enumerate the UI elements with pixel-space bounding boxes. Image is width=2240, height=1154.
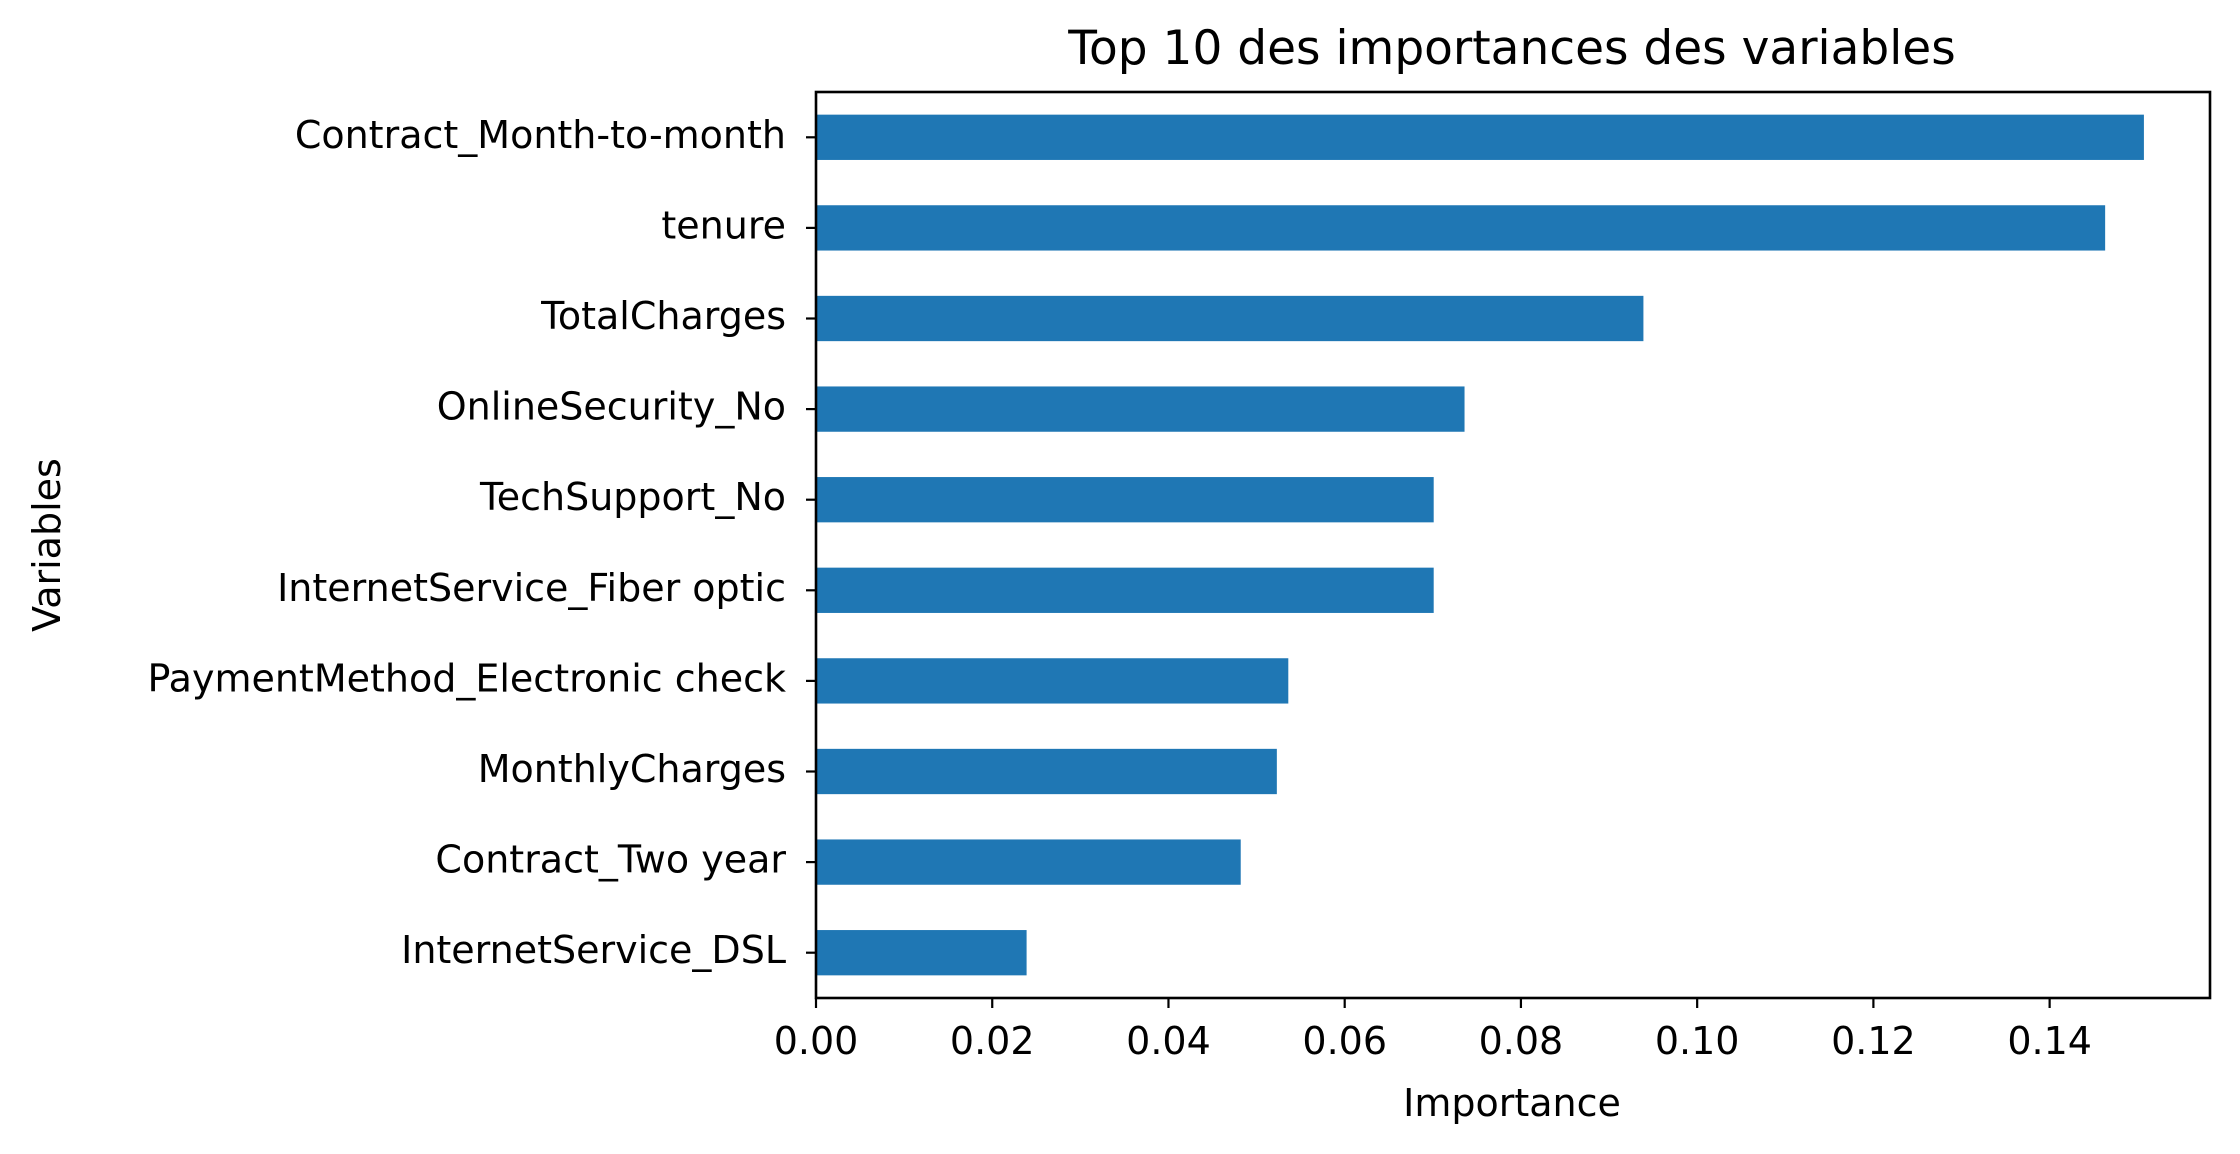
y-tick-label-6: PaymentMethod_Electronic check <box>147 656 786 700</box>
plot-frame <box>814 90 2212 1000</box>
y-tick-label-0: Contract_Month-to-month <box>295 113 786 157</box>
y-tick-label-8: Contract_Two year <box>435 838 786 882</box>
bar-6 <box>816 658 1289 704</box>
bar-4 <box>816 477 1434 523</box>
x-tick-label-5: 0.10 <box>1655 1019 1740 1063</box>
bar-8 <box>816 839 1241 885</box>
x-tick-label-4: 0.08 <box>1479 1019 1564 1063</box>
x-axis: 0.00 0.02 0.04 0.06 0.08 0.10 0.12 0.14 <box>774 998 2092 1063</box>
y-axis-label: Variables <box>25 458 69 632</box>
bar-5 <box>816 567 1434 613</box>
y-tick-label-7: MonthlyCharges <box>478 747 786 791</box>
y-tick-label-5: InternetService_Fiber optic <box>277 566 786 610</box>
bar-2 <box>816 295 1644 342</box>
bar-3 <box>816 386 1465 432</box>
x-tick-label-0: 0.00 <box>774 1019 859 1063</box>
x-tick-label-1: 0.02 <box>950 1019 1035 1063</box>
bar-0 <box>816 114 2144 160</box>
x-axis-label: Importance <box>1403 1081 1621 1125</box>
x-tick-label-2: 0.04 <box>1126 1019 1211 1063</box>
bar-1 <box>816 205 2106 251</box>
y-tick-label-3: OnlineSecurity_No <box>437 385 786 429</box>
y-tick-label-4: TechSupport_No <box>479 475 786 519</box>
bar-7 <box>816 748 1277 795</box>
chart-title: Top 10 des importances des variables <box>1067 21 1955 76</box>
y-tick-label-1: tenure <box>661 203 786 247</box>
x-tick-label-7: 0.14 <box>2007 1019 2092 1063</box>
y-tick-label-9: InternetService_DSL <box>401 928 786 972</box>
y-tick-label-2: TotalCharges <box>540 294 786 338</box>
bars-group <box>816 114 2144 976</box>
x-tick-label-6: 0.12 <box>1831 1019 1916 1063</box>
x-tick-label-3: 0.06 <box>1302 1019 1387 1063</box>
bar-9 <box>816 930 1027 976</box>
